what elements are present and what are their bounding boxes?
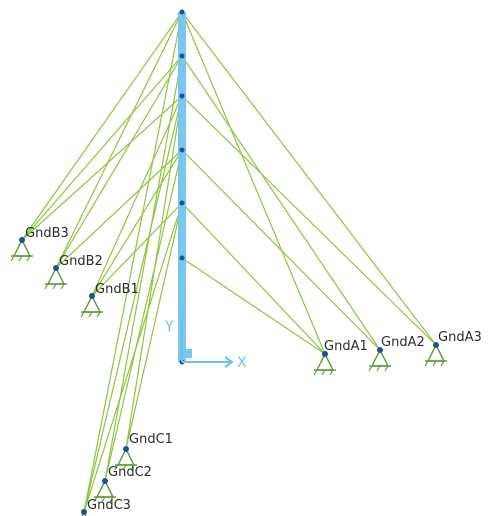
guy-wire[interactable] bbox=[21, 11, 183, 241]
guy-wire[interactable] bbox=[181, 95, 437, 346]
fixed-support-icon bbox=[424, 343, 447, 367]
ground-node[interactable] bbox=[433, 342, 439, 348]
y-axis-label: Y bbox=[164, 319, 174, 335]
ground-node-label: GndA1 bbox=[324, 339, 368, 354]
ground-node[interactable] bbox=[89, 293, 95, 299]
x-axis-arrowhead bbox=[224, 356, 234, 368]
mast-layer bbox=[178, 9, 186, 365]
guy-wire[interactable] bbox=[181, 202, 326, 355]
label-layer: GndB3 GndB2 GndB1 GndA1 GndA2 GndA3 GndC1 GndC2… bbox=[25, 226, 482, 513]
mast-node[interactable] bbox=[179, 53, 185, 59]
ground-node-label: GndA2 bbox=[381, 335, 425, 350]
guy-wire[interactable] bbox=[55, 55, 183, 269]
guy-wire[interactable] bbox=[55, 149, 183, 269]
ground-node[interactable] bbox=[123, 446, 129, 452]
guy-wire[interactable] bbox=[181, 149, 381, 351]
ground-node-label: GndC3 bbox=[87, 498, 131, 513]
fixed-support-icon bbox=[114, 447, 137, 471]
guy-wire[interactable] bbox=[181, 11, 437, 346]
x-axis-label: X bbox=[237, 355, 247, 371]
ground-node-label: GndC2 bbox=[108, 465, 152, 480]
guy-wire-layer bbox=[21, 11, 437, 513]
guy-wire[interactable] bbox=[181, 55, 381, 351]
guy-wire[interactable] bbox=[83, 95, 183, 513]
coordinate-axes: X Y bbox=[164, 318, 247, 371]
ground-node[interactable] bbox=[19, 237, 25, 243]
mast-node[interactable] bbox=[179, 147, 185, 153]
fixed-support-icon bbox=[368, 348, 391, 372]
guy-wire[interactable] bbox=[91, 202, 183, 297]
guy-wire[interactable] bbox=[83, 202, 183, 513]
ground-node-label: GndA3 bbox=[438, 330, 482, 345]
mast-column[interactable] bbox=[178, 12, 186, 362]
fixed-support-icon bbox=[44, 266, 67, 290]
ground-node-label: GndC1 bbox=[129, 432, 173, 447]
node-layer bbox=[19, 237, 439, 515]
ground-node[interactable] bbox=[81, 509, 87, 515]
guy-wire[interactable] bbox=[91, 149, 183, 297]
mast-node[interactable] bbox=[179, 255, 185, 261]
guy-wire[interactable] bbox=[21, 55, 183, 241]
guy-wire[interactable] bbox=[181, 11, 326, 355]
mast-node[interactable] bbox=[179, 9, 185, 15]
guy-wire[interactable] bbox=[55, 11, 183, 269]
support-layer bbox=[10, 238, 447, 516]
axis-origin-marker bbox=[183, 349, 192, 358]
ground-node[interactable] bbox=[322, 351, 328, 357]
guy-wire[interactable] bbox=[21, 95, 183, 241]
fixed-support-icon bbox=[93, 479, 116, 503]
guy-wire[interactable] bbox=[104, 149, 183, 482]
ground-node-label: GndB3 bbox=[25, 226, 69, 241]
mast-node[interactable] bbox=[179, 200, 185, 206]
ground-node[interactable] bbox=[53, 265, 59, 271]
ground-node[interactable] bbox=[377, 347, 383, 353]
ground-node[interactable] bbox=[102, 478, 108, 484]
ground-node-label: GndB2 bbox=[59, 254, 103, 269]
guy-wire[interactable] bbox=[125, 202, 183, 450]
fixed-support-icon bbox=[10, 238, 33, 262]
mast-node[interactable] bbox=[179, 93, 185, 99]
guy-wire[interactable] bbox=[181, 257, 326, 355]
guy-wire[interactable] bbox=[104, 55, 183, 482]
fixed-support-icon bbox=[313, 352, 336, 376]
ground-node-label: GndB1 bbox=[95, 282, 139, 297]
fixed-support-icon bbox=[80, 294, 103, 318]
guy-wire[interactable] bbox=[83, 11, 183, 513]
guy-wire[interactable] bbox=[91, 95, 183, 297]
